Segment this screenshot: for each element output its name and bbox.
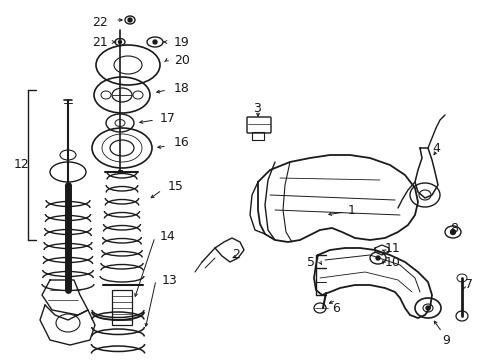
Circle shape (449, 230, 454, 234)
Text: 2: 2 (231, 248, 240, 261)
Bar (112, 290, 132, 325)
Text: 22: 22 (92, 15, 108, 28)
Text: 8: 8 (449, 221, 457, 234)
Text: 1: 1 (347, 203, 355, 216)
Text: 7: 7 (464, 279, 472, 292)
Text: 6: 6 (331, 302, 339, 315)
Text: 14: 14 (160, 230, 175, 243)
Text: 10: 10 (384, 256, 400, 269)
Circle shape (128, 18, 132, 22)
Text: 5: 5 (306, 256, 314, 269)
Circle shape (153, 40, 157, 44)
Text: 9: 9 (441, 334, 449, 347)
Text: 18: 18 (174, 81, 189, 94)
Circle shape (425, 306, 429, 310)
Text: 3: 3 (252, 102, 260, 114)
Text: 4: 4 (431, 141, 439, 154)
Text: 20: 20 (174, 54, 189, 67)
Circle shape (118, 40, 121, 44)
Text: 13: 13 (162, 274, 177, 287)
Text: 19: 19 (174, 36, 189, 49)
Text: 15: 15 (168, 180, 183, 194)
Circle shape (375, 256, 379, 260)
Text: 16: 16 (174, 136, 189, 149)
Text: 17: 17 (160, 112, 176, 125)
Text: 11: 11 (384, 243, 400, 256)
Text: 12: 12 (14, 158, 30, 171)
Text: 21: 21 (92, 36, 108, 49)
